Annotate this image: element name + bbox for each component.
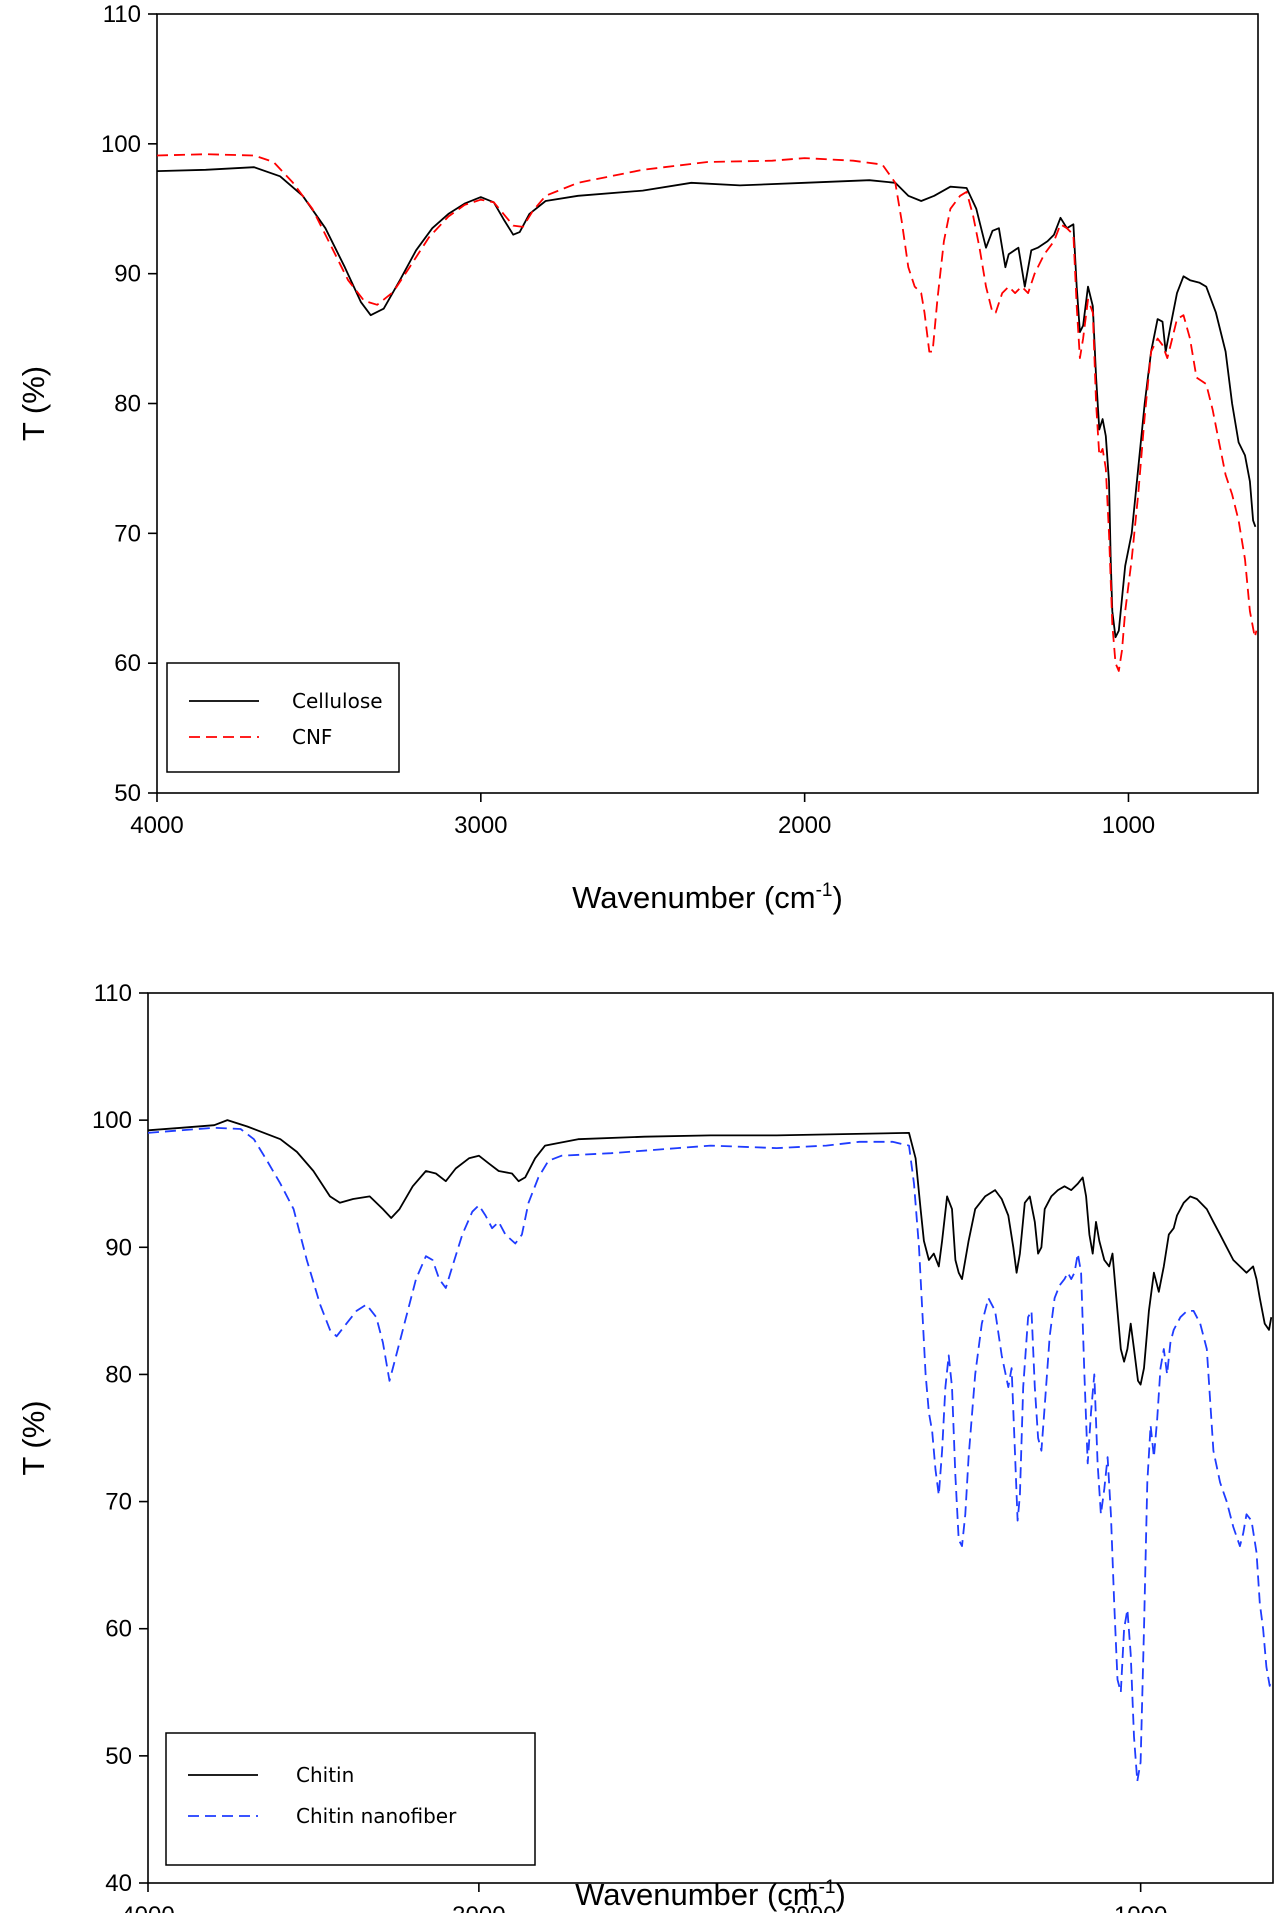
y-tick-label: 100 [92,1107,132,1134]
x-axis-title-superscript: -1 [819,1877,836,1898]
series-line-chitin [148,1119,1273,1386]
y-tick-label: 100 [101,131,141,158]
legend-label: Chitin nanofiber [296,1804,457,1828]
plot-area-frame [147,992,1274,1884]
x-tick-label: 2000 [778,812,831,839]
y-tick-label: 60 [114,650,141,677]
chart-panel-2: 40 50 60 70 80 90 100 110 4000 3000 2000 1000 T (%) W… [16,980,1274,1913]
legend-box [166,662,400,773]
x-axis-title-end: ) [836,1877,846,1912]
y-tick-label: 90 [105,1234,132,1261]
y-tick-label: 70 [114,520,141,547]
x-tick-label: 4000 [130,812,183,839]
y-tick-label: 50 [105,1743,132,1770]
x-axis-title-end: ) [833,880,843,915]
x-axis-title: Wavenumber (cm-1) [572,880,843,915]
x-axis-title-main: Wavenumber (cm [572,880,815,915]
x-tick-label: 4000 [121,1902,174,1913]
series-line-cnf [157,153,1258,672]
y-tick-label: 40 [105,1870,132,1897]
x-tick-label: 3000 [454,812,507,839]
y-tick-label: 70 [105,1489,132,1516]
x-axis-title-superscript: -1 [816,880,833,901]
legend-label: CNF [292,725,332,749]
y-tick-label: 60 [105,1616,132,1643]
y-axis-title: T (%) [16,1400,51,1475]
x-tick-label: 3000 [452,1902,505,1913]
x-tick-label: 2000 [783,1902,836,1913]
y-tick-label: 90 [114,261,141,288]
y-tick-label: 80 [114,391,141,418]
chart-panel-1: 50 60 70 80 90 100 110 4000 3000 2000 1000 T (%) Wav… [16,1,1259,915]
legend-label: Cellulose [292,689,383,713]
y-tick-label: 80 [105,1361,132,1388]
y-tick-label: 110 [103,1,141,28]
x-tick-label: 1000 [1102,812,1155,839]
x-tick-label: 1000 [1114,1902,1167,1913]
x-axis-title: Wavenumber (cm-1) [575,1877,846,1912]
y-tick-label: 50 [114,780,141,807]
series-line-cellulose [157,166,1257,639]
x-axis-title-main: Wavenumber (cm [575,1877,818,1912]
legend-box [165,1732,536,1866]
y-tick-label: 110 [94,980,132,1007]
legend-label: Chitin [296,1763,354,1787]
y-axis-title: T (%) [16,366,51,441]
series-line-chitin-nanofiber [148,1126,1273,1783]
